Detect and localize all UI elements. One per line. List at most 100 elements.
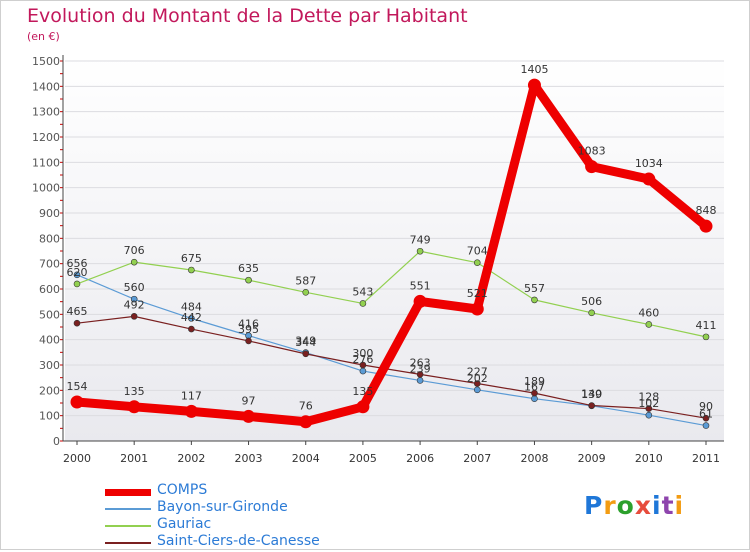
legend-swatch xyxy=(105,508,151,510)
data-point xyxy=(473,259,481,266)
data-label: 460 xyxy=(638,306,659,319)
data-point xyxy=(527,78,541,92)
data-label: 140 xyxy=(581,388,602,401)
data-label: 76 xyxy=(299,400,313,413)
legend-swatch xyxy=(105,542,151,544)
x-tick-label: 2001 xyxy=(120,452,148,465)
data-label: 263 xyxy=(410,356,431,369)
data-label: 139 xyxy=(581,388,602,401)
data-point xyxy=(359,361,367,369)
x-tick-label: 2003 xyxy=(235,452,263,465)
data-label: 117 xyxy=(181,389,202,402)
data-point xyxy=(702,422,710,429)
series-line-bayon-sur-gironde xyxy=(76,274,707,427)
y-tick-label: 200 xyxy=(39,384,60,397)
data-point xyxy=(642,172,656,186)
data-point xyxy=(299,415,313,429)
y-tick-label: 600 xyxy=(39,283,60,296)
series-line-saint-ciers-de-canesse xyxy=(76,315,707,419)
data-point xyxy=(702,333,710,341)
data-point xyxy=(531,395,538,402)
data-label: 492 xyxy=(124,298,145,311)
data-point xyxy=(699,219,713,233)
data-label: 97 xyxy=(242,394,256,407)
data-label: 227 xyxy=(467,365,488,378)
legend-label: Gauriac xyxy=(157,516,212,532)
data-label: 395 xyxy=(238,323,259,336)
data-label: 1083 xyxy=(578,145,606,158)
data-point xyxy=(73,271,81,279)
data-label: 239 xyxy=(410,362,431,375)
data-point xyxy=(702,414,710,422)
x-tick-label: 2002 xyxy=(177,452,205,465)
data-point xyxy=(356,400,370,414)
data-label: 135 xyxy=(124,385,145,398)
data-label: 543 xyxy=(352,285,373,298)
y-tick-label: 100 xyxy=(39,410,60,423)
data-point xyxy=(473,380,481,387)
legend-swatch xyxy=(105,525,151,527)
y-tick-label: 1200 xyxy=(32,131,60,144)
data-label: 551 xyxy=(410,279,431,292)
y-tick-label: 1100 xyxy=(32,156,60,169)
data-point xyxy=(645,405,653,412)
data-point xyxy=(188,315,195,322)
y-tick-label: 1400 xyxy=(32,80,60,93)
data-point xyxy=(416,247,424,255)
data-label: 557 xyxy=(524,282,545,295)
data-point xyxy=(416,371,424,378)
data-label: 189 xyxy=(524,375,545,388)
data-point xyxy=(188,266,195,274)
data-point xyxy=(416,377,424,384)
x-tick-label: 2004 xyxy=(292,452,320,465)
data-label: 411 xyxy=(696,319,717,332)
data-point xyxy=(130,313,138,320)
data-point xyxy=(184,404,198,418)
y-tick-label: 1500 xyxy=(32,55,60,68)
data-label: 135 xyxy=(352,385,373,398)
data-label: 465 xyxy=(67,305,88,318)
data-label: 521 xyxy=(467,287,488,300)
data-label: 102 xyxy=(638,397,659,410)
series-line-comps xyxy=(72,80,711,427)
data-label: 300 xyxy=(352,347,373,360)
data-point xyxy=(73,319,81,327)
data-label: 276 xyxy=(352,353,373,366)
y-tick-label: 400 xyxy=(39,334,60,347)
y-tick-label: 900 xyxy=(39,207,60,220)
x-tick-label: 2009 xyxy=(578,452,606,465)
data-label: 704 xyxy=(467,245,488,258)
data-label: 344 xyxy=(295,336,316,349)
data-label: 675 xyxy=(181,252,202,265)
data-point xyxy=(645,321,653,328)
data-label: 1405 xyxy=(520,63,548,76)
data-point xyxy=(588,309,595,317)
data-label: 560 xyxy=(124,281,145,294)
data-point xyxy=(359,367,367,375)
y-tick-label: 700 xyxy=(39,258,60,271)
y-tick-label: 500 xyxy=(39,308,60,321)
data-point xyxy=(130,258,138,266)
data-label: 128 xyxy=(638,391,659,404)
x-tick-label: 2005 xyxy=(349,452,377,465)
legend-swatch xyxy=(105,488,151,496)
data-label: 656 xyxy=(67,257,88,270)
data-label: 587 xyxy=(295,274,316,287)
x-tick-label: 2011 xyxy=(692,452,720,465)
data-label: 506 xyxy=(581,295,602,308)
data-point xyxy=(302,288,310,296)
y-tick-label: 300 xyxy=(39,359,60,372)
data-label: 620 xyxy=(67,266,88,279)
data-label: 61 xyxy=(699,408,713,421)
chart-subtitle: (en €) xyxy=(27,30,60,43)
data-point xyxy=(245,276,252,284)
data-label: 749 xyxy=(410,233,431,246)
data-point xyxy=(531,389,538,397)
data-label: 484 xyxy=(181,300,202,313)
data-point xyxy=(73,280,81,288)
data-point xyxy=(531,296,538,304)
y-tick-label: 1000 xyxy=(32,182,60,195)
data-point xyxy=(245,337,252,345)
data-point xyxy=(242,409,256,423)
data-label: 706 xyxy=(124,244,145,257)
